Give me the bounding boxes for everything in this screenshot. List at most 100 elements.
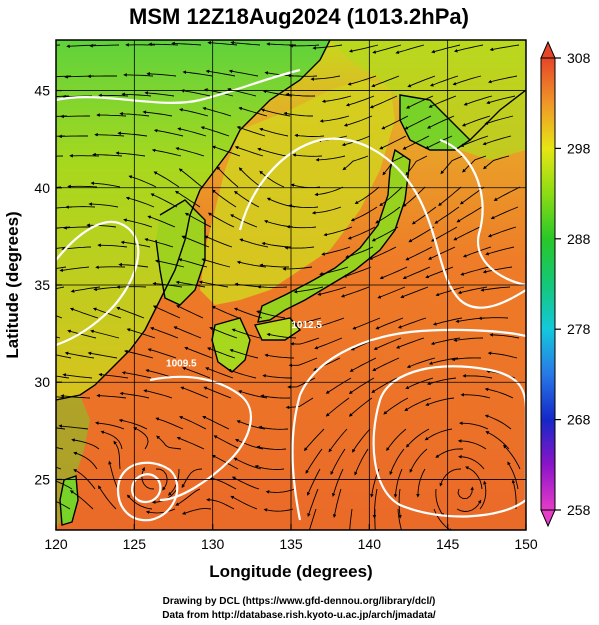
streamline [202,415,230,430]
streamline [256,445,287,450]
streamline [435,488,445,517]
streamline [429,75,459,87]
streamline [350,206,378,222]
streamline [207,347,236,359]
streamline [154,259,185,268]
streamline [181,508,212,515]
taiwan-land [60,476,78,525]
streamline [425,397,455,406]
streamline [153,171,180,188]
streamline [56,427,66,430]
streamline [257,285,288,289]
streamline [147,215,176,228]
x-tick-label: 145 [436,536,460,552]
streamline [119,111,150,117]
streamline [404,115,432,130]
streamline [372,357,400,372]
streamline [393,468,403,498]
streamline [216,166,239,188]
streamline [231,328,261,339]
streamline [458,455,485,470]
streamline [182,70,213,77]
shikoku-land [255,318,300,340]
isobar-south-mid [149,375,252,502]
streamline [409,448,428,473]
streamline [374,508,376,530]
streamline [405,428,430,448]
streamline [460,135,489,147]
streamline [348,44,379,53]
streamline [56,500,71,510]
streamline [56,155,64,157]
credit-data-source: Data from http://database.rish.kyoto-u.a… [162,610,436,621]
streamline [283,111,313,117]
streamline [486,95,516,105]
x-tick-label: 125 [123,536,147,552]
streamline [395,44,425,54]
streamline [229,348,259,359]
streamline [116,306,145,319]
streamline [345,246,374,259]
streamline [489,44,520,52]
streamline [65,205,96,209]
isobar-sea-of-japan [238,137,526,309]
isobar-low-outer [116,461,179,522]
streamline [156,435,182,450]
streamline [428,95,457,108]
streamline [146,72,177,77]
streamline [233,307,263,319]
streamline [460,266,490,276]
streamline [354,448,369,476]
streamline [371,75,400,88]
streamline [238,106,268,117]
streamline [181,235,210,248]
streamline [59,266,90,273]
streamline [184,212,212,228]
streamline [440,155,464,175]
streamline [482,266,513,274]
streamline [340,286,370,298]
streamline [484,387,514,399]
streamline [462,155,487,173]
streamline [321,95,352,104]
streamline [292,317,322,326]
colorbar: 308 298 288 278 268 258 [540,40,591,528]
streamline [176,436,205,450]
streamline [133,427,149,450]
colorbar-tick-label: 308 [567,50,591,66]
streamline [315,317,345,329]
streamline [507,461,519,490]
streamline [227,368,257,379]
streamline [174,190,201,208]
streamline [56,354,72,359]
streamline [310,75,341,81]
streamline [398,488,402,519]
colorbar-tick-label: 288 [567,231,591,247]
streamline [236,126,266,137]
streamline [377,286,406,299]
plot-area: 1009.5 1012.5 [56,40,526,530]
streamline [95,421,125,430]
streamline [256,310,286,319]
streamline [198,280,229,288]
streamline [400,286,429,299]
streamline [375,206,401,224]
streamline [482,135,512,146]
streamline [67,184,98,189]
streamline [407,75,436,88]
streamline [151,148,182,157]
streamline [211,454,239,470]
streamline [490,206,519,220]
streamline [60,394,91,399]
streamline [203,386,232,399]
streamline [124,349,154,359]
streamline [348,397,373,417]
streamline [293,286,324,294]
streamline [307,488,319,518]
streamline [67,329,97,339]
streamline [64,351,95,359]
streamline [379,186,403,207]
hokkaido-land [400,95,470,150]
streamline [100,430,123,450]
streamline [463,95,493,106]
